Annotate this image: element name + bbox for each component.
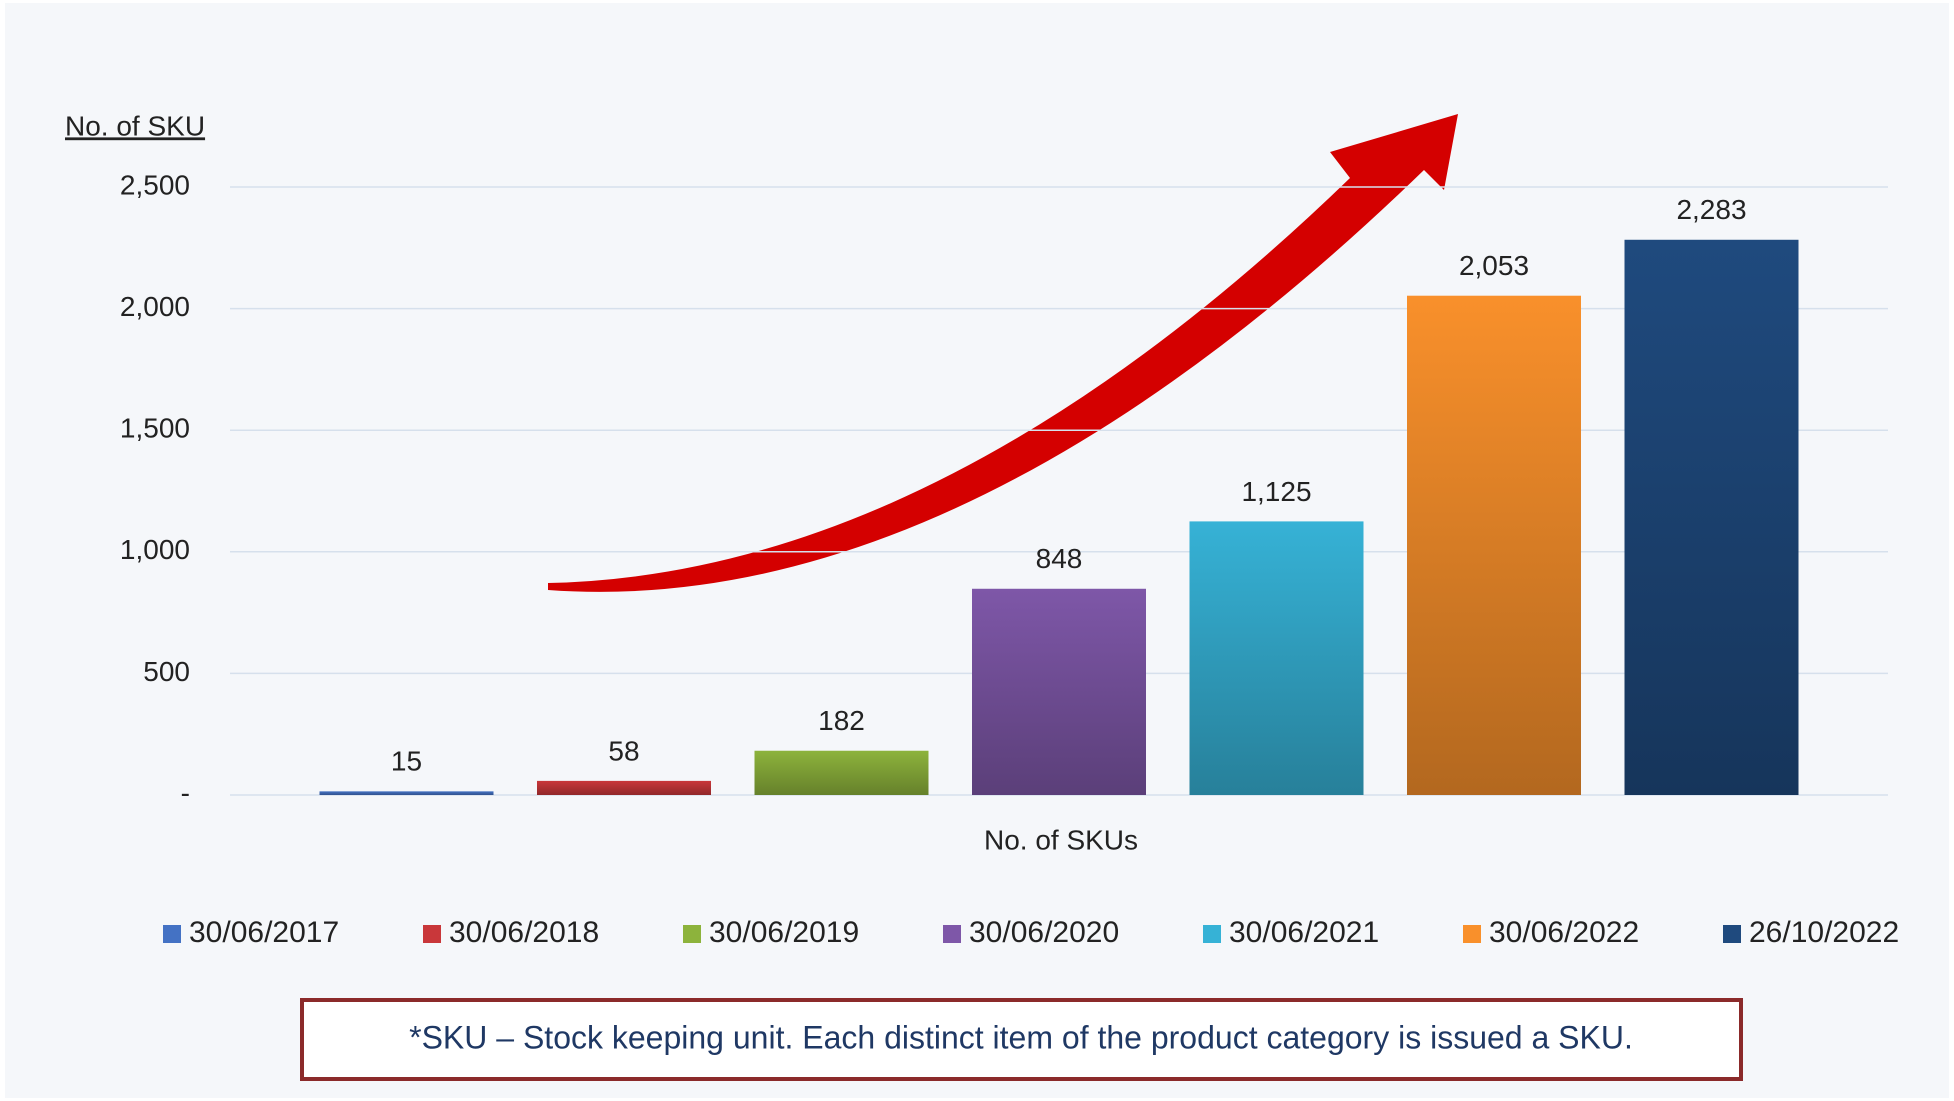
y-tick-label: - bbox=[181, 777, 190, 808]
value-label: 1,125 bbox=[1241, 476, 1311, 507]
chart: No. of SKU No. of SKUs *SKU – Stock keep… bbox=[0, 0, 1954, 1101]
y-tick-label: 500 bbox=[143, 656, 190, 687]
legend-swatch bbox=[943, 925, 961, 943]
y-tick-label: 1,000 bbox=[120, 534, 190, 565]
bar bbox=[537, 781, 711, 795]
legend-swatch bbox=[423, 925, 441, 943]
y-axis-label: No. of SKU bbox=[65, 110, 205, 141]
legend-swatch bbox=[163, 925, 181, 943]
footnote: *SKU – Stock keeping unit. Each distinct… bbox=[409, 1019, 1633, 1055]
x-axis-label: No. of SKUs bbox=[984, 824, 1138, 855]
value-label: 2,053 bbox=[1459, 250, 1529, 281]
bar bbox=[755, 751, 929, 795]
bar bbox=[972, 589, 1146, 795]
value-label: 182 bbox=[818, 705, 865, 736]
bar bbox=[320, 791, 494, 795]
bar bbox=[1625, 240, 1799, 795]
value-label: 15 bbox=[391, 746, 422, 777]
legend-label: 30/06/2018 bbox=[449, 916, 599, 949]
legend-swatch bbox=[1203, 925, 1221, 943]
legend-label: 26/10/2022 bbox=[1749, 916, 1899, 949]
legend-label: 30/06/2020 bbox=[969, 916, 1119, 949]
legend-label: 30/06/2019 bbox=[709, 916, 859, 949]
page: No. of SKU No. of SKUs *SKU – Stock keep… bbox=[0, 0, 1954, 1101]
y-tick-label: 1,500 bbox=[120, 413, 190, 444]
legend-swatch bbox=[683, 925, 701, 943]
legend-label: 30/06/2017 bbox=[189, 916, 339, 949]
bar bbox=[1190, 521, 1364, 795]
value-label: 2,283 bbox=[1676, 194, 1746, 225]
legend-label: 30/06/2021 bbox=[1229, 916, 1379, 949]
value-label: 58 bbox=[608, 735, 639, 766]
legend-swatch bbox=[1723, 925, 1741, 943]
value-label: 848 bbox=[1036, 543, 1083, 574]
y-tick-label: 2,000 bbox=[120, 291, 190, 322]
legend-label: 30/06/2022 bbox=[1489, 916, 1639, 949]
y-tick-label: 2,500 bbox=[120, 169, 190, 200]
legend-swatch bbox=[1463, 925, 1481, 943]
bar bbox=[1407, 296, 1581, 795]
